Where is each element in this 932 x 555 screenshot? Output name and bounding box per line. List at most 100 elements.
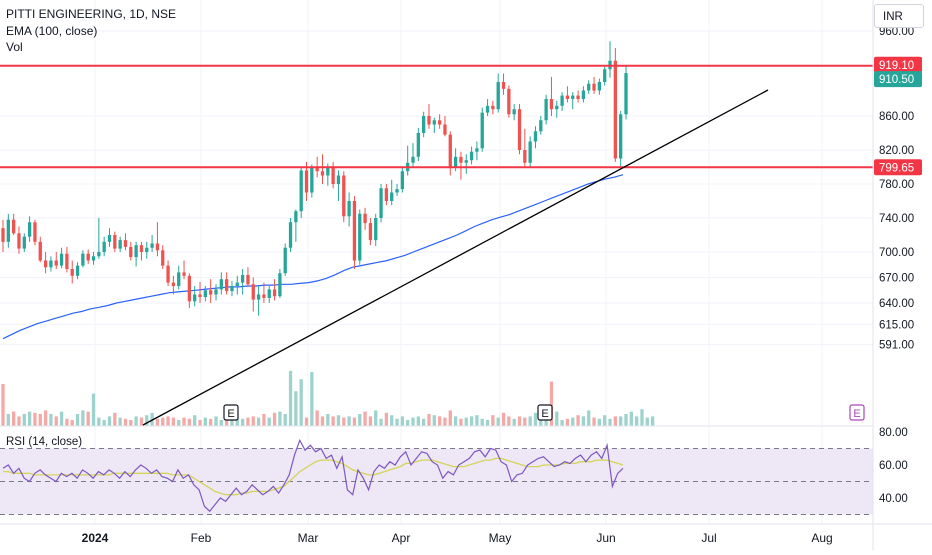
candle[interactable] [230,280,234,297]
candle[interactable] [6,213,10,248]
candle[interactable] [134,241,138,267]
ema-line[interactable] [2,174,624,340]
candle[interactable] [187,273,192,309]
candle[interactable] [560,92,564,111]
candle[interactable] [480,107,484,152]
candle[interactable] [320,154,325,184]
candle[interactable] [437,114,442,129]
candle[interactable] [107,228,112,247]
candle[interactable] [459,151,463,180]
candle[interactable] [75,262,80,280]
candle[interactable] [613,48,618,162]
candle[interactable] [464,154,468,174]
candle[interactable] [358,209,362,265]
candle[interactable] [571,92,575,110]
candle[interactable] [565,86,570,103]
candle[interactable] [86,249,90,264]
candle[interactable] [581,86,586,103]
candle[interactable] [59,247,64,269]
candle[interactable] [347,192,351,227]
candle[interactable] [22,233,26,252]
candle[interactable] [118,236,122,252]
symbol-title[interactable]: PITTI ENGINEERING, 1D, NSE [6,7,177,21]
candle[interactable] [81,250,85,268]
candle[interactable] [576,90,580,103]
candle[interactable] [496,73,500,113]
candle[interactable] [390,179,394,206]
candle[interactable] [528,136,532,167]
candle[interactable] [139,241,144,261]
currency-selector[interactable]: INR [874,4,924,28]
candle[interactable] [592,76,596,94]
candle[interactable] [352,195,357,269]
candle[interactable] [182,260,186,280]
candle[interactable] [400,167,405,193]
candle[interactable] [177,265,181,290]
candle[interactable] [587,80,591,94]
candle[interactable] [198,281,202,303]
candle[interactable] [331,161,335,189]
candle[interactable] [491,100,495,115]
candle[interactable] [91,252,96,265]
candle[interactable] [65,246,69,273]
candle[interactable] [395,184,399,196]
candle[interactable] [469,146,474,165]
candle[interactable] [251,277,255,312]
candle[interactable] [368,218,373,246]
rsi-ma-line[interactable] [3,457,624,496]
candle[interactable] [43,252,48,274]
candle[interactable] [272,279,277,301]
earnings-marker[interactable]: E [223,404,239,421]
candle[interactable] [38,236,42,263]
candle[interactable] [416,127,420,162]
candle[interactable] [555,100,559,118]
candle[interactable] [379,184,383,223]
candle[interactable] [288,218,293,252]
candle[interactable] [70,260,74,284]
rsi-legend[interactable]: RSI (14, close) [6,436,83,448]
candle[interactable] [363,207,367,230]
candle[interactable] [475,141,479,161]
candle[interactable] [283,243,287,276]
candle[interactable] [432,117,436,133]
candle[interactable] [193,286,197,307]
ema-legend[interactable]: EMA (100, close) [6,24,98,38]
candle[interactable] [278,269,282,298]
price-axis[interactable]: 960.00 860.00 820.00 780.00 740.00 700.00 670.… [872,0,932,550]
candle[interactable] [619,110,623,167]
candle[interactable] [17,226,21,254]
candle[interactable] [507,85,511,118]
candle[interactable] [448,131,452,176]
candle[interactable] [485,99,490,116]
volume-legend[interactable]: Vol [6,40,23,54]
candle[interactable] [539,116,543,135]
candle[interactable] [544,94,548,125]
candle[interactable] [523,128,527,167]
candle[interactable] [411,143,415,168]
candle[interactable] [422,111,426,138]
candle[interactable] [342,171,346,223]
candle[interactable] [161,245,165,269]
candle[interactable] [49,256,53,272]
candle[interactable] [299,167,303,218]
candle[interactable] [171,275,176,295]
candle[interactable] [203,286,207,302]
candle[interactable] [501,73,506,95]
candle[interactable] [219,272,223,295]
candle[interactable] [235,275,239,295]
candle[interactable] [166,260,170,287]
candle[interactable] [512,104,516,121]
candle[interactable] [129,241,133,261]
candle[interactable] [214,284,218,301]
candle[interactable] [517,104,522,155]
candle[interactable] [310,164,314,198]
candle[interactable] [608,41,612,78]
candle[interactable] [267,286,271,303]
candle[interactable] [97,218,101,259]
candle[interactable] [113,231,117,252]
candle[interactable] [155,222,160,257]
candle[interactable] [374,213,378,247]
candle[interactable] [27,216,32,242]
candle[interactable] [256,286,261,316]
candle[interactable] [443,116,447,137]
